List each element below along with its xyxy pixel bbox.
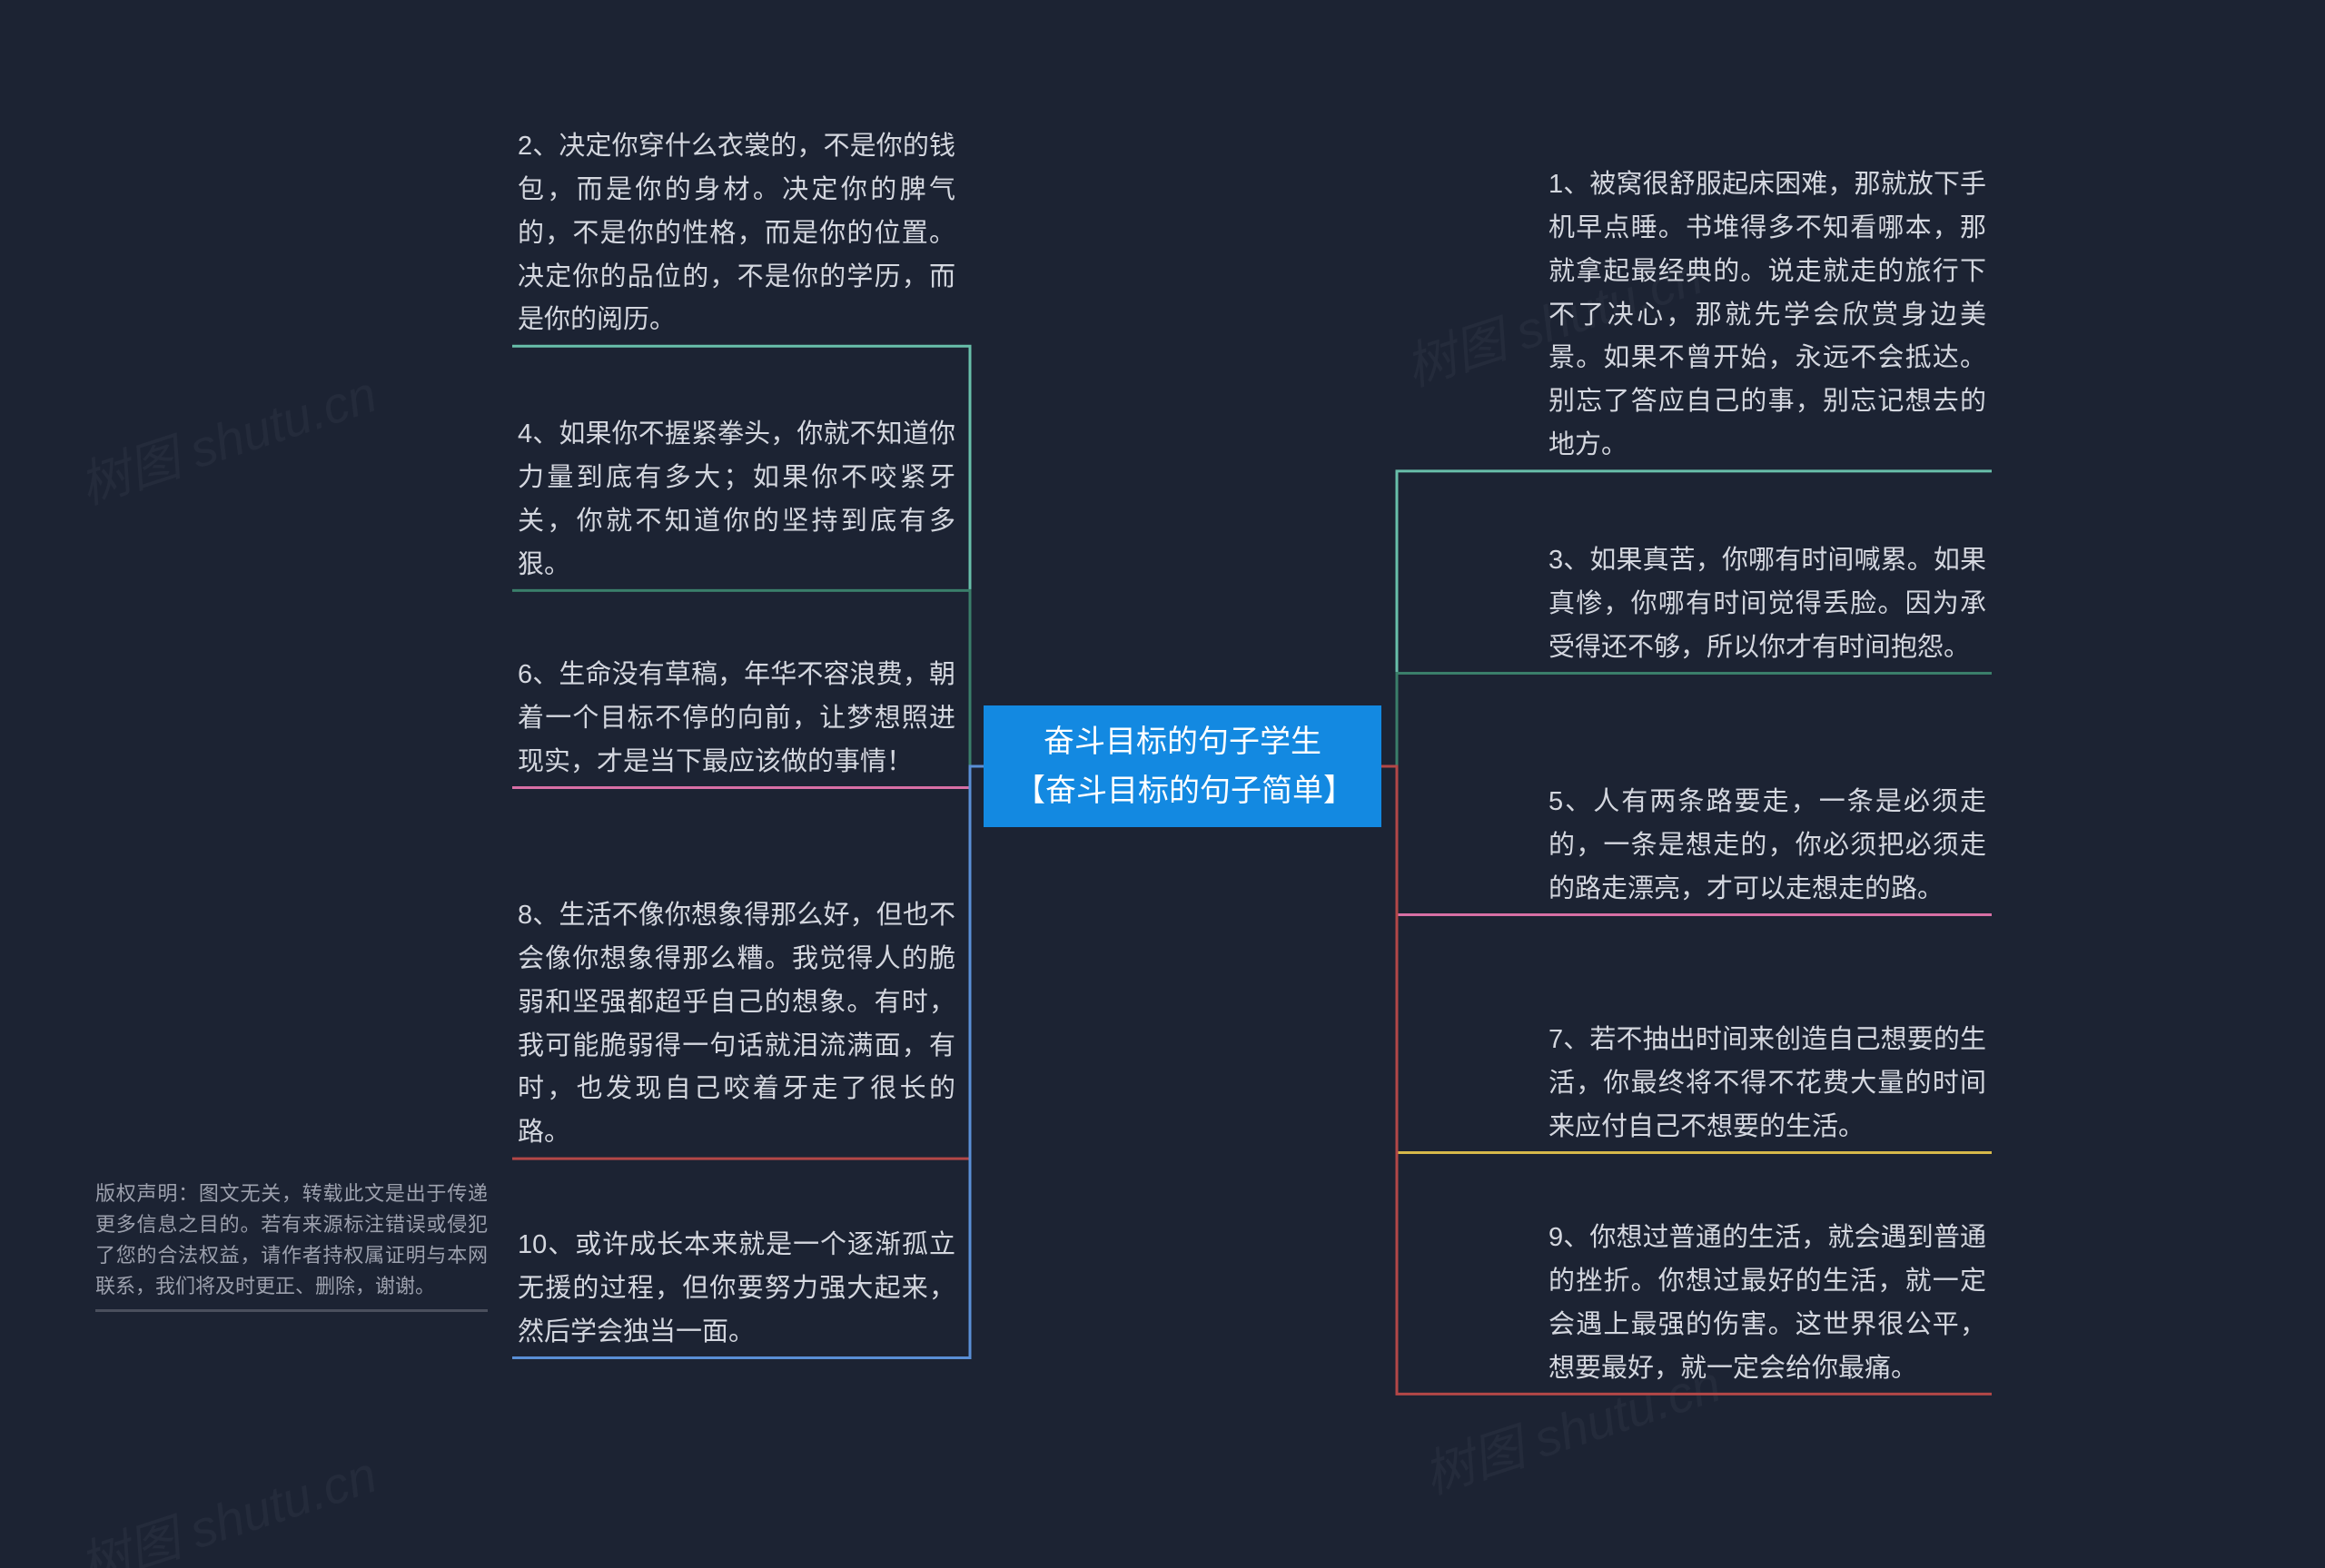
left-node-10: 10、或许成长本来就是一个逐渐孤立无援的过程，但你要努力强大起来，然后学会独当一… xyxy=(518,1224,955,1355)
right-node-9: 9、你想过普通的生活，就会遇到普通的挫折。你想过最好的生活，就一定会遇上最强的伤… xyxy=(1548,1217,1986,1390)
watermark: 树图 shutu.cn xyxy=(69,1435,385,1568)
left-node-4: 4、如果你不握紧拳头，你就不知道你力量到底有多大；如果你不咬紧牙关，你就不知道你… xyxy=(518,413,955,587)
right-node-1: 1、被窝很舒服起床困难，那就放下手机早点睡。书堆得多不知看哪本，那就拿起最经典的… xyxy=(1548,163,1986,468)
watermark: 树图 shutu.cn xyxy=(69,354,385,519)
right-node-7: 7、若不抽出时间来创造自己想要的生活，你最终将不得不花费大量的时间来应付自己不想… xyxy=(1548,1019,1986,1149)
copyright-notice: 版权声明：图文无关，转载此文是出于传递更多信息之目的。若有来源标注错误或侵犯了您… xyxy=(95,1178,488,1312)
left-node-8: 8、生活不像你想象得那么好，但也不会像你想象得那么糟。我觉得人的脆弱和坚强都超乎… xyxy=(518,894,955,1155)
right-node-3: 3、如果真苦，你哪有时间喊累。如果真惨，你哪有时间觉得丢脸。因为承受得还不够，所… xyxy=(1548,539,1986,670)
right-node-5: 5、人有两条路要走，一条是必须走的，一条是想走的，你必须把必须走的路走漂亮，才可… xyxy=(1548,781,1986,912)
center-node: 奋斗目标的句子学生【奋斗目标的句子简单】 xyxy=(984,705,1381,827)
left-node-6: 6、生命没有草稿，年华不容浪费，朝着一个目标不停的向前，让梦想照进现实，才是当下… xyxy=(518,654,955,784)
left-node-2: 2、决定你穿什么衣裳的，不是你的钱包，而是你的身材。决定你的脾气的，不是你的性格… xyxy=(518,125,955,342)
